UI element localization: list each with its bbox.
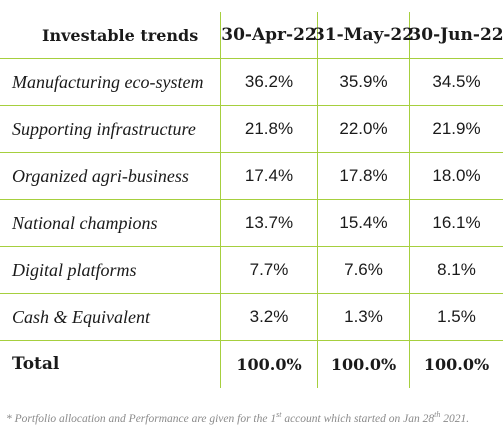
footnote: * Portfolio allocation and Performance a… (6, 410, 503, 425)
row-value: 17.4% (244, 166, 294, 185)
row-label: Cash & Equivalent (12, 306, 150, 327)
total-value: 100.0% (236, 354, 302, 374)
row-value: 16.1% (432, 213, 481, 232)
header-date-apr: 30-Apr-22 (221, 25, 317, 45)
footnote-suffix: 2021. (440, 413, 470, 425)
column-divider (220, 12, 221, 388)
row-value: 1.3% (344, 307, 383, 326)
row-value: 7.6% (344, 260, 383, 279)
row-value: 36.2% (244, 72, 294, 91)
header-label: Investable trends (42, 25, 199, 45)
row-value: 1.5% (437, 307, 476, 326)
row-label: National champions (12, 212, 158, 233)
total-value: 100.0% (330, 354, 397, 374)
row-value: 18.0% (432, 166, 481, 185)
column-divider (317, 12, 318, 388)
footnote-sup-st: st (276, 410, 282, 420)
row-value: 15.4% (339, 213, 388, 232)
row-divider (0, 199, 503, 200)
row-label: Digital platforms (12, 259, 137, 280)
footnote-prefix: * Portfolio allocation and Performance a… (6, 413, 277, 425)
row-label: Manufacturing eco-system (12, 71, 204, 92)
row-divider (0, 293, 503, 294)
row-value: 21.8% (244, 119, 294, 138)
total-label: Total (12, 354, 60, 374)
footnote-sup-th: th (434, 410, 441, 420)
row-value: 21.9% (432, 119, 481, 138)
row-divider (0, 246, 503, 247)
allocation-table: Investable trends 30-Apr-22 31-May-22 30… (0, 12, 503, 388)
total-value: 100.0% (423, 354, 490, 374)
row-divider (0, 152, 503, 153)
header-date-may: 31-May-22 (312, 25, 415, 45)
row-divider (0, 58, 503, 59)
header-date-jun: 30-Jun-22 (409, 25, 503, 45)
row-label: Supporting infrastructure (12, 118, 196, 139)
row-label: Organized agri-business (12, 165, 189, 186)
row-value: 22.0% (339, 119, 388, 138)
row-value: 17.8% (339, 166, 388, 185)
row-value: 35.9% (339, 72, 388, 91)
row-value: 8.1% (437, 260, 476, 279)
row-value: 3.2% (249, 307, 289, 326)
row-divider (0, 105, 503, 106)
row-value: 13.7% (244, 213, 294, 232)
row-value: 7.7% (249, 260, 289, 279)
footnote-middle: account which started on Jan 28 (281, 413, 435, 425)
row-divider (0, 340, 503, 341)
row-value: 34.5% (432, 72, 481, 91)
column-divider (409, 12, 410, 388)
